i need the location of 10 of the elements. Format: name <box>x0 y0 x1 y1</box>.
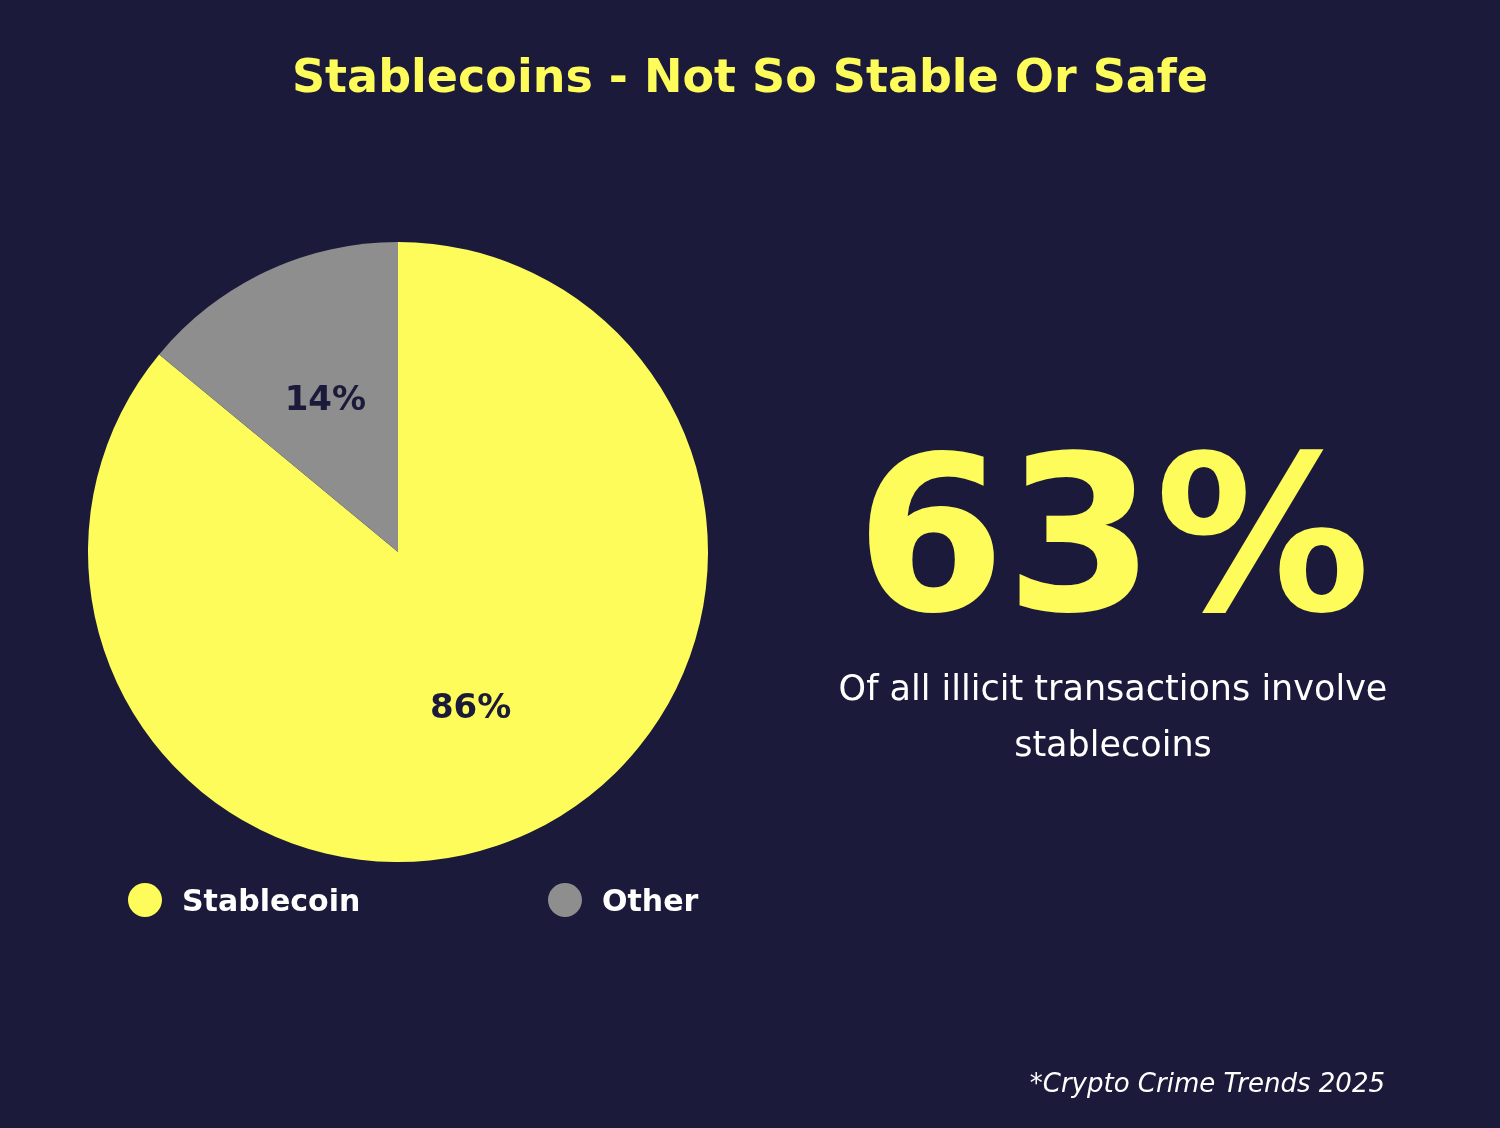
pie-slice <box>88 242 708 862</box>
text: 63% <box>855 410 1371 661</box>
data-label: 14% <box>284 377 367 418</box>
legend-label: Stablecoin <box>182 882 361 918</box>
data-label: 86% <box>429 686 512 727</box>
pie-slice <box>159 242 398 552</box>
text: *Crypto Crime Trends 2025 <box>1029 1068 1385 1098</box>
text: Of all illicit transactions involve stablecoins <box>838 668 1388 764</box>
legend-label: Other <box>602 882 699 918</box>
chart-title: Stablecoins - Not So Stable Or Safe <box>291 49 1209 103</box>
